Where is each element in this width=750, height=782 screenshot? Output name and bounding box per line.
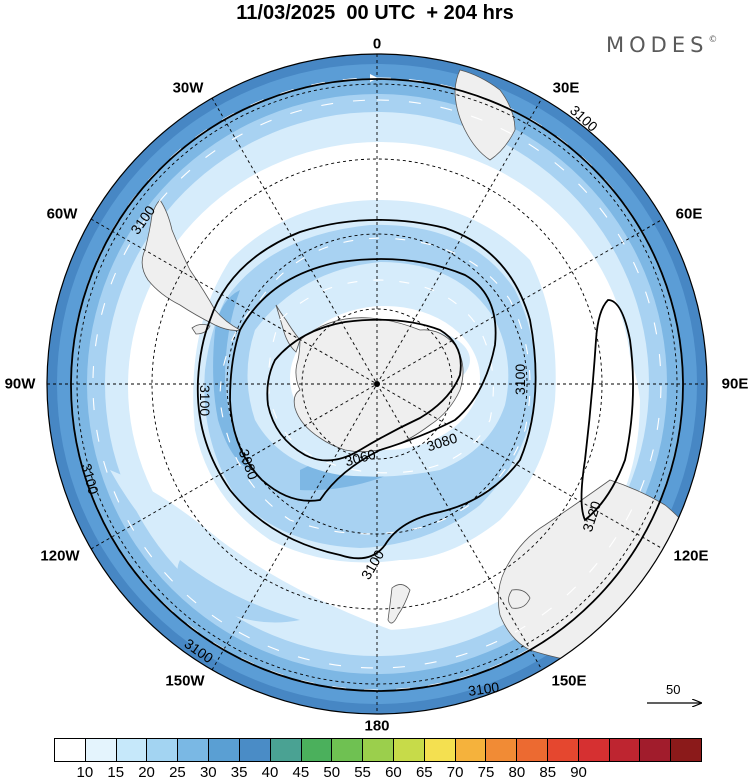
map-title: 11/03/2025 00 UTC + 204 hrs bbox=[236, 2, 514, 24]
colorbar-swatch bbox=[455, 739, 487, 761]
height-contours bbox=[70, 78, 684, 692]
streamline-inner bbox=[219, 237, 531, 535]
colorbar-tick-label: 25 bbox=[169, 764, 186, 781]
wind-jet-core-west bbox=[213, 290, 250, 470]
wind-calm-gap-sw bbox=[110, 470, 420, 642]
wind-patch-pacific bbox=[177, 560, 300, 623]
colorbar bbox=[54, 738, 702, 762]
contour-label: 3100 bbox=[467, 679, 500, 699]
colorbar-tick-label: 15 bbox=[107, 764, 125, 781]
contour-label: 3100 bbox=[78, 462, 102, 496]
brand-logo: MODES© bbox=[606, 33, 717, 57]
longitude-label: 90E bbox=[721, 375, 749, 393]
reference-vector-label: 50 bbox=[666, 682, 681, 697]
colorbar-tick-label: 30 bbox=[199, 764, 217, 781]
new-zealand bbox=[387, 584, 411, 624]
colorbar-swatch bbox=[609, 739, 641, 761]
reference-vector-arrow-icon bbox=[647, 696, 705, 710]
colorbar-swatch bbox=[85, 739, 117, 761]
south-pole-marker bbox=[374, 381, 380, 387]
longitude-label: 120E bbox=[673, 547, 709, 565]
longitude-label: 90W bbox=[4, 375, 36, 393]
colorbar-tick-label: 85 bbox=[539, 764, 557, 781]
streamline-middle bbox=[92, 99, 662, 669]
colorbar-tick-label: 50 bbox=[323, 764, 341, 781]
tasmania bbox=[508, 589, 531, 609]
colorbar-swatch bbox=[332, 739, 364, 761]
falkland-islands bbox=[191, 324, 211, 335]
contour-3100-inner bbox=[196, 219, 537, 560]
colorbar-tick-label: 60 bbox=[385, 764, 402, 781]
streamline-core bbox=[267, 279, 494, 474]
contour-label: 3060 bbox=[343, 446, 377, 470]
colorbar-swatch bbox=[393, 739, 425, 761]
longitude-label: 150W bbox=[165, 672, 205, 690]
colorbar-swatch bbox=[239, 739, 271, 761]
colorbar-swatch bbox=[209, 739, 240, 761]
longitude-label: 60E bbox=[675, 205, 703, 223]
colorbar-tick-label: 55 bbox=[354, 764, 371, 781]
latitude-circle-3 bbox=[151, 158, 603, 610]
kerguelen-island bbox=[639, 148, 655, 159]
brand-mark: © bbox=[708, 35, 718, 45]
colorbar-swatch bbox=[116, 739, 148, 761]
colorbar-swatch bbox=[55, 739, 86, 761]
colorbar-swatch bbox=[424, 739, 456, 761]
colorbar-tick-labels: 10 15 20 25 30 35 40 45 50 55 60 65 70 75 80 85 90 bbox=[54, 764, 702, 782]
colorbar-swatch bbox=[147, 739, 179, 761]
contour-3060 bbox=[266, 318, 462, 462]
contour-label: 3100 bbox=[197, 385, 213, 416]
colorbar-tick-label: 40 bbox=[261, 764, 279, 781]
colorbar-tick-label: 70 bbox=[446, 764, 464, 781]
contour-3080 bbox=[229, 258, 497, 502]
longitude-label: 60W bbox=[46, 205, 78, 223]
colorbar-swatch bbox=[671, 739, 702, 761]
longitude-label: 30E bbox=[552, 79, 580, 97]
colorbar-swatch bbox=[301, 739, 333, 761]
colorbar-swatch bbox=[640, 739, 672, 761]
contour-3100-outer bbox=[70, 78, 684, 692]
brand-text: MODES bbox=[606, 33, 709, 57]
colorbar-swatch bbox=[178, 739, 210, 761]
colorbar-tick-label: 10 bbox=[76, 764, 94, 781]
contour-3120 bbox=[580, 299, 634, 522]
longitude-label: 0 bbox=[372, 35, 382, 53]
colorbar-tick-label: 90 bbox=[570, 764, 587, 781]
colorbar-tick-label: 20 bbox=[138, 764, 155, 781]
map-border bbox=[46, 53, 708, 715]
longitude-label: 150E bbox=[551, 672, 587, 690]
colorbar-swatch bbox=[517, 739, 548, 761]
colorbar-tick-label: 65 bbox=[415, 764, 433, 781]
longitude-label: 120W bbox=[40, 547, 80, 565]
colorbar-swatch bbox=[363, 739, 394, 761]
colorbar-swatch bbox=[548, 739, 579, 761]
colorbar-tick-label: 75 bbox=[477, 764, 495, 781]
south-america bbox=[141, 199, 242, 331]
colorbar-swatch bbox=[270, 739, 302, 761]
colorbar-tick-label: 35 bbox=[230, 764, 248, 781]
colorbar-swatch bbox=[578, 739, 610, 761]
colorbar-swatch bbox=[486, 739, 518, 761]
longitude-label: 30W bbox=[172, 79, 204, 97]
colorbar-tick-label: 45 bbox=[292, 764, 310, 781]
antarctic-peninsula bbox=[275, 304, 301, 353]
colorbar-tick-label: 80 bbox=[508, 764, 526, 781]
contour-label: 3100 bbox=[512, 364, 528, 395]
longitude-label: 180 bbox=[364, 717, 390, 735]
